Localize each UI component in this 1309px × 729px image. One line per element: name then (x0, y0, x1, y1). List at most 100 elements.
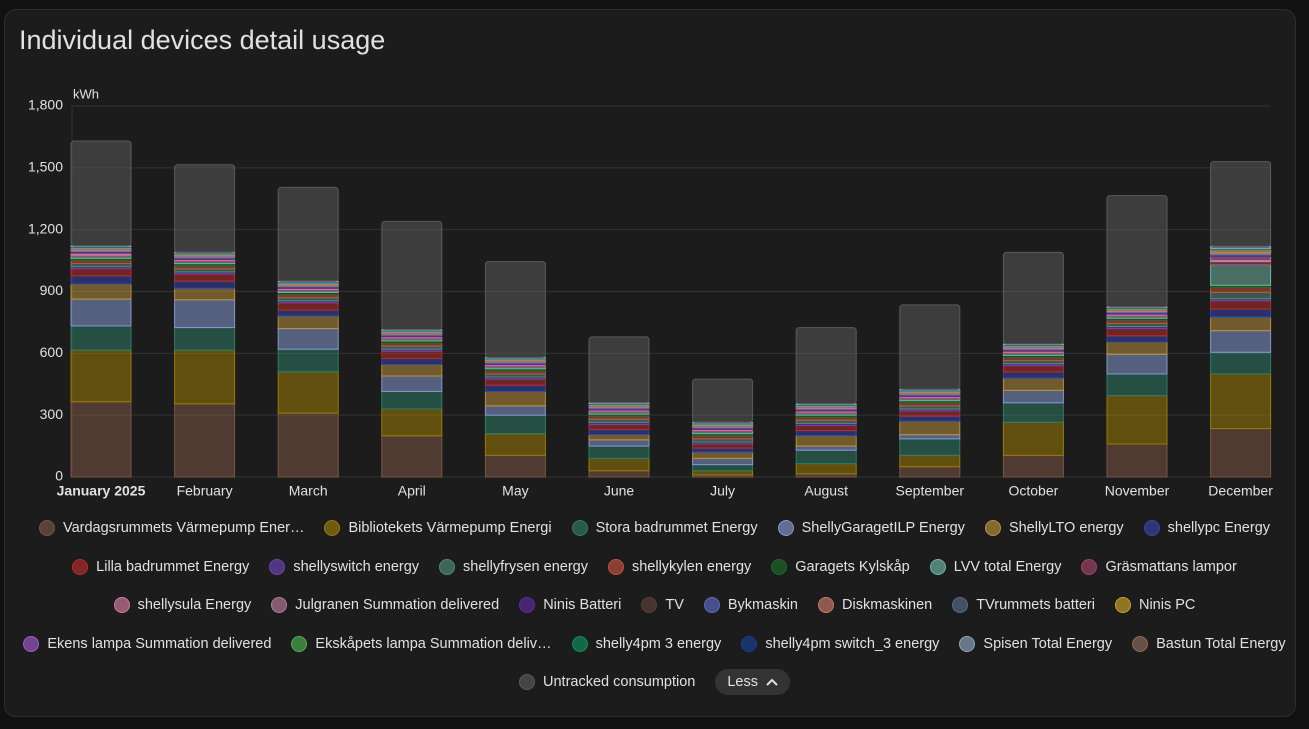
legend-item[interactable]: Bibliotekets Värmepump Energi (324, 520, 552, 537)
legend-item[interactable]: ShellyGaragetILP Energy (777, 520, 965, 537)
legend-row: Lilla badrummet Energy shellyswitch energ… (0, 548, 1309, 587)
bar-segment (692, 470, 754, 476)
legend-item[interactable]: Vardagsrummets Värmepump Ener… (38, 520, 304, 537)
bar-segment (174, 280, 236, 289)
x-tick-label: July (710, 483, 735, 499)
legend-label: ShellyLTO energy (1008, 520, 1124, 537)
legend-swatch (38, 520, 55, 537)
bar-segment (692, 464, 754, 472)
bar-segment (1210, 286, 1272, 294)
bar-segment (588, 336, 650, 404)
bar-segment (70, 298, 132, 327)
legend-label: shellypc Energy (1167, 520, 1271, 537)
legend-item[interactable]: Garagets Kylskåp (771, 558, 910, 575)
legend-item[interactable]: shellysula Energy (113, 597, 251, 614)
bar-segment (795, 445, 857, 451)
legend-item[interactable]: shellykylen energy (607, 558, 752, 575)
bar-segment (899, 434, 961, 440)
legend-label: Ninis PC (1138, 597, 1196, 614)
bar-segment (484, 454, 546, 478)
legend-item[interactable]: Lilla badrummet Energy (72, 558, 250, 575)
bar-segment (277, 186, 339, 282)
legend-item[interactable]: Stora badrummet Energy (571, 520, 758, 537)
legend-item[interactable]: Spisen Total Energy (959, 635, 1112, 652)
bar-segment (1002, 389, 1064, 404)
legend-label: shelly4pm 3 energy (595, 635, 722, 652)
legend-swatch (269, 558, 286, 575)
legend-item[interactable]: LVV total Energy (929, 558, 1061, 575)
legend-label: Ekens lampa Summation delivered (47, 635, 272, 652)
bar-segment (277, 412, 339, 478)
legend-item[interactable]: shellyfrysen energy (439, 558, 588, 575)
x-tick-label: August (804, 483, 848, 499)
legend-item[interactable]: Gräsmattans lampor (1081, 558, 1237, 575)
y-tick-label: 1,800 (28, 97, 63, 113)
bar-segment (899, 415, 961, 422)
legend-item[interactable]: Julgranen Summation delivered (271, 597, 500, 614)
legend-swatch (703, 597, 720, 614)
legend-swatch (1132, 635, 1149, 652)
bar-segment (1002, 377, 1064, 391)
legend-item[interactable]: Untracked consumption (519, 674, 696, 691)
bar-segment (588, 439, 650, 447)
bar-segment (1210, 308, 1272, 318)
legend-label: Julgranen Summation delivered (295, 597, 500, 614)
bar-segment (1106, 341, 1168, 355)
bar-segment (381, 220, 443, 331)
legend-item[interactable]: Ninis PC (1114, 597, 1196, 614)
legend-label: Bykmaskin (727, 597, 798, 614)
legend-item[interactable]: Ekskåpets lampa Summation deliv… (291, 635, 552, 652)
bar-segment (381, 408, 443, 437)
legend-row: Ekens lampa Summation delivered Ekskåpets… (0, 625, 1309, 664)
bar-segment (588, 445, 650, 459)
y-tick-label: 600 (40, 344, 64, 360)
bar-segment (1210, 351, 1272, 375)
legend-label: Lilla badrummet Energy (96, 558, 250, 575)
legend-item[interactable]: Diskmaskinen (818, 597, 933, 614)
legend-item[interactable]: Bykmaskin (703, 597, 798, 614)
bar-segment (484, 261, 546, 358)
bar-segment (1210, 264, 1272, 286)
legend-swatch (439, 558, 456, 575)
bar-segment (1210, 316, 1272, 332)
legend-label: shellyfrysen energy (463, 558, 588, 575)
bar-segment (899, 304, 961, 390)
bar-segment (795, 449, 857, 465)
y-tick-label: 1,500 (28, 159, 63, 175)
bar-segment (1106, 195, 1168, 308)
legend-item[interactable]: TV (641, 597, 684, 614)
legend-item[interactable]: TVrummets batteri (952, 597, 1095, 614)
legend-label: Ekskåpets lampa Summation deliv… (315, 635, 552, 652)
bar-segment (588, 457, 650, 472)
legend-item[interactable]: shelly4pm switch_3 energy (741, 635, 939, 652)
legend-swatch (291, 635, 308, 652)
x-tick-label: March (289, 483, 328, 499)
legend-swatch (1114, 597, 1131, 614)
bar-segment (1106, 373, 1168, 397)
bar-segment (1210, 330, 1272, 353)
legend-label: shellykylen energy (631, 558, 752, 575)
bar-segment (174, 287, 236, 301)
legend-label: Gräsmattans lampor (1105, 558, 1237, 575)
legend-item[interactable]: shellypc Energy (1143, 520, 1271, 537)
legend-item[interactable]: Bastun Total Energy (1132, 635, 1286, 652)
legend-swatch (741, 635, 758, 652)
bar-segment (795, 435, 857, 447)
y-tick-label: 1,200 (28, 220, 63, 236)
legend-label: Stora badrummet Energy (595, 520, 758, 537)
bar-segment (899, 466, 961, 478)
bar-segment (484, 433, 546, 456)
legend-item[interactable]: ShellyLTO energy (984, 520, 1124, 537)
legend-label: Ninis Batteri (543, 597, 622, 614)
legend-toggle[interactable]: Less (715, 669, 790, 696)
x-tick-label: January 2025 (57, 483, 146, 499)
legend-item[interactable]: shellyswitch energy (269, 558, 419, 575)
legend-label: Untracked consumption (543, 674, 696, 691)
legend-label: Diskmaskinen (842, 597, 933, 614)
legend-swatch (1081, 558, 1098, 575)
legend-item[interactable]: Ekens lampa Summation delivered (23, 635, 272, 652)
legend-item[interactable]: shelly4pm 3 energy (571, 635, 722, 652)
bar-segment (277, 302, 339, 311)
legend-item[interactable]: Ninis Batteri (519, 597, 622, 614)
